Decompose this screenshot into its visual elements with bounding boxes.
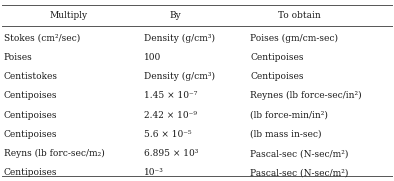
Text: By: By xyxy=(169,11,181,20)
Text: (lb mass in-sec): (lb mass in-sec) xyxy=(250,130,322,139)
Text: Centipoises: Centipoises xyxy=(4,91,58,100)
Text: 100: 100 xyxy=(144,53,161,62)
Text: 6.895 × 10³: 6.895 × 10³ xyxy=(144,149,198,158)
Text: Centipoises: Centipoises xyxy=(250,53,304,62)
Text: Reyns (lb forc-sec/m₂): Reyns (lb forc-sec/m₂) xyxy=(4,149,105,158)
Text: Reynes (lb force-sec/in²): Reynes (lb force-sec/in²) xyxy=(250,91,362,100)
Text: Poises (gm/cm-sec): Poises (gm/cm-sec) xyxy=(250,33,338,43)
Text: Pascal-sec (N-sec/m²): Pascal-sec (N-sec/m²) xyxy=(250,149,349,158)
Text: Density (g/cm³): Density (g/cm³) xyxy=(144,72,215,81)
Text: 5.6 × 10⁻⁵: 5.6 × 10⁻⁵ xyxy=(144,130,191,139)
Text: Centistokes: Centistokes xyxy=(4,72,58,81)
Text: Poises: Poises xyxy=(4,53,33,62)
Text: Pascal-sec (N-sec/m²): Pascal-sec (N-sec/m²) xyxy=(250,168,349,177)
Text: Stokes (cm²/sec): Stokes (cm²/sec) xyxy=(4,33,80,43)
Text: (lb force-min/in²): (lb force-min/in²) xyxy=(250,111,328,119)
Text: 1.45 × 10⁻⁷: 1.45 × 10⁻⁷ xyxy=(144,91,197,100)
Text: 10⁻³: 10⁻³ xyxy=(144,168,164,177)
Text: Centipoises: Centipoises xyxy=(4,168,58,177)
Text: Multiply: Multiply xyxy=(50,11,88,20)
Text: To obtain: To obtain xyxy=(278,11,321,20)
Text: Centipoises: Centipoises xyxy=(4,111,58,119)
Text: 2.42 × 10⁻⁹: 2.42 × 10⁻⁹ xyxy=(144,111,197,119)
Text: Centipoises: Centipoises xyxy=(4,130,58,139)
Text: Density (g/cm³): Density (g/cm³) xyxy=(144,33,215,43)
Text: Centipoises: Centipoises xyxy=(250,72,304,81)
